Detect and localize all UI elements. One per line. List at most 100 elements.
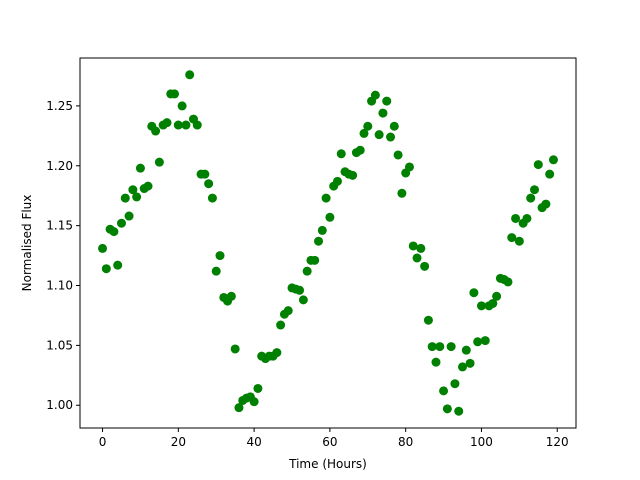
point — [492, 291, 502, 301]
point — [185, 70, 195, 80]
point — [530, 185, 540, 195]
point — [389, 121, 399, 131]
point — [370, 90, 380, 100]
point — [109, 227, 119, 237]
point — [230, 344, 240, 354]
point — [204, 179, 214, 189]
point — [128, 185, 138, 195]
point — [476, 301, 486, 311]
x-tick-label: 120 — [546, 435, 569, 449]
point — [545, 169, 555, 179]
point — [427, 342, 437, 352]
point — [442, 404, 452, 414]
point — [234, 403, 244, 413]
point — [548, 155, 558, 165]
point — [397, 188, 407, 198]
x-tick-label: 40 — [246, 435, 261, 449]
point — [522, 213, 532, 223]
point — [101, 264, 111, 274]
x-tick-label: 60 — [322, 435, 337, 449]
point — [113, 260, 123, 270]
point — [480, 336, 490, 346]
point — [215, 251, 225, 261]
point — [374, 130, 384, 140]
y-tick-label: 1.00 — [46, 398, 73, 412]
point — [541, 199, 551, 209]
point — [154, 157, 164, 167]
x-axis-label: Time (Hours) — [288, 457, 367, 471]
point — [511, 213, 521, 223]
point — [378, 108, 388, 118]
point — [295, 285, 305, 295]
x-tick-label: 80 — [398, 435, 413, 449]
point — [420, 261, 430, 271]
point — [431, 357, 441, 367]
point — [382, 96, 392, 106]
y-axis-label: Normalised Flux — [20, 195, 34, 292]
point — [116, 218, 126, 228]
point — [533, 160, 543, 170]
point — [143, 181, 153, 191]
point — [310, 255, 320, 265]
point — [120, 193, 130, 203]
point — [98, 243, 108, 253]
point — [249, 397, 259, 407]
point — [386, 132, 396, 142]
point — [458, 362, 468, 372]
point — [181, 120, 191, 130]
point — [423, 315, 433, 325]
point — [192, 120, 202, 130]
point — [283, 306, 293, 316]
point — [503, 277, 513, 287]
x-tick-label: 20 — [171, 435, 186, 449]
point — [507, 233, 517, 243]
plot-frame — [79, 57, 577, 429]
point — [355, 145, 365, 155]
point — [404, 162, 414, 172]
point — [469, 288, 479, 298]
point — [272, 348, 282, 358]
point — [461, 345, 471, 355]
point — [446, 342, 456, 352]
point — [177, 101, 187, 111]
point — [412, 253, 422, 263]
y-tick-label: 1.25 — [46, 99, 73, 113]
point — [276, 320, 286, 330]
point — [200, 169, 210, 179]
point — [170, 89, 180, 99]
point — [514, 236, 524, 246]
point — [207, 193, 217, 203]
point — [348, 170, 358, 180]
point — [439, 386, 449, 396]
x-tick-label: 100 — [470, 435, 493, 449]
point — [435, 342, 445, 352]
y-tick-label: 1.05 — [46, 338, 73, 352]
point — [226, 291, 236, 301]
point — [211, 266, 221, 276]
point — [321, 193, 331, 203]
point — [465, 358, 475, 368]
point — [317, 225, 327, 235]
y-tick-label: 1.10 — [46, 279, 73, 293]
point — [332, 176, 342, 186]
point — [124, 211, 134, 221]
point — [526, 193, 536, 203]
point — [325, 212, 335, 222]
point — [298, 295, 308, 305]
point — [173, 120, 183, 130]
point — [393, 150, 403, 160]
point — [454, 406, 464, 416]
point — [151, 126, 161, 136]
point — [363, 121, 373, 131]
point — [408, 241, 418, 251]
point — [132, 192, 142, 202]
point — [488, 298, 498, 308]
point — [135, 163, 145, 173]
point — [450, 379, 460, 389]
y-tick-label: 1.20 — [46, 159, 73, 173]
x-tick-label: 0 — [99, 435, 107, 449]
point — [416, 243, 426, 253]
point — [336, 149, 346, 159]
point — [359, 128, 369, 138]
